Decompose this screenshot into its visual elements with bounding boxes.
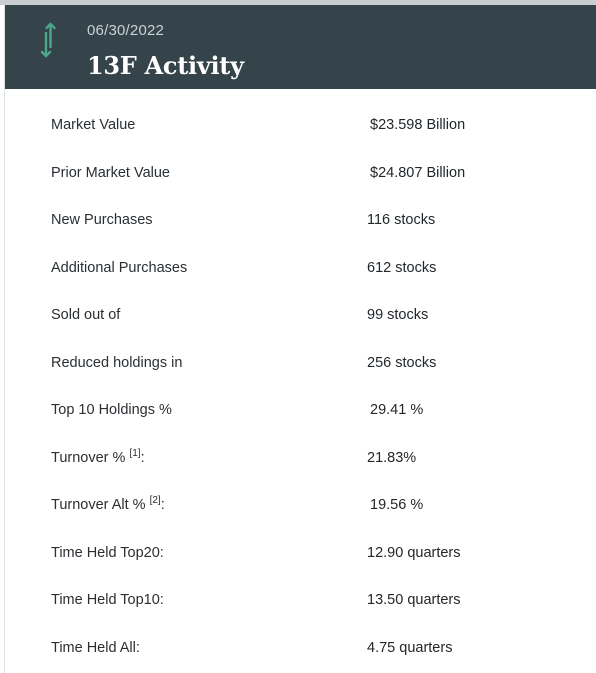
row-label: Reduced holdings in: [51, 354, 183, 371]
card-header: 06/30/2022 13F Activity: [5, 5, 596, 89]
row-top10-holdings: Top 10 Holdings % 29.41 %: [5, 388, 596, 436]
row-value: 612 stocks: [367, 259, 437, 276]
row-value: 13.50 quarters: [367, 592, 461, 608]
row-turnover-alt: Turnover Alt % [2]: 19.56 %: [5, 483, 596, 531]
row-label-suffix: :: [160, 497, 165, 513]
report-date: 06/30/2022: [87, 22, 165, 39]
row-label-text: Turnover %: [51, 449, 126, 466]
row-label: Time Held Top20:: [51, 544, 164, 561]
row-additional-purchases: Additional Purchases 612 stocks: [5, 246, 596, 294]
row-time-held-top20: Time Held Top20: 12.90 quarters: [5, 531, 596, 579]
row-sold-out: Sold out of 99 stocks: [5, 293, 596, 341]
row-label: New Purchases: [51, 212, 153, 228]
row-label: Top 10 Holdings %: [51, 402, 172, 418]
footnote-link-1[interactable]: [1]: [129, 447, 141, 459]
row-label: Turnover Alt % [2]:: [51, 495, 165, 514]
row-value: 29.41 %: [370, 402, 424, 418]
row-turnover: Turnover % [1]: 21.83%: [5, 436, 596, 484]
row-new-purchases: New Purchases 116 stocks: [5, 198, 596, 246]
row-reduced-holdings: Reduced holdings in 256 stocks: [5, 341, 596, 389]
row-value: $23.598 Billion: [370, 117, 466, 133]
row-label: Market Value: [51, 117, 136, 133]
row-value: 12.90 quarters: [367, 544, 461, 561]
row-prior-market-value: Prior Market Value $24.807 Billion: [5, 151, 596, 199]
row-label: Time Held All:: [51, 639, 140, 656]
row-value: 21.83%: [367, 449, 417, 466]
card-title: 13F Activity: [87, 51, 244, 80]
row-label: Additional Purchases: [51, 259, 188, 276]
row-market-value: Market Value $23.598 Billion: [5, 103, 596, 151]
top-divider: [0, 0, 596, 5]
row-label-suffix: :: [140, 449, 145, 466]
row-value: $24.807 Billion: [370, 164, 466, 181]
row-value: 4.75 quarters: [367, 639, 453, 656]
footnote-link-2[interactable]: [2]: [149, 495, 161, 506]
row-time-held-top10: Time Held Top10: 13.50 quarters: [5, 578, 596, 626]
row-value: 19.56 %: [370, 497, 424, 513]
row-value: 256 stocks: [367, 354, 437, 371]
row-value: 99 stocks: [367, 307, 429, 323]
up-down-arrows-icon: [40, 22, 56, 58]
row-label: Time Held Top10:: [51, 592, 164, 608]
row-value: 116 stocks: [367, 212, 436, 228]
activity-card: 06/30/2022 13F Activity Market Value $23…: [4, 5, 596, 673]
row-label-text: Turnover Alt %: [51, 497, 146, 513]
activity-list: Market Value $23.598 Billion Prior Marke…: [5, 103, 596, 673]
row-label: Turnover % [1]:: [51, 447, 145, 466]
row-time-held-all: Time Held All: 4.75 quarters: [5, 626, 596, 673]
row-label: Prior Market Value: [51, 164, 170, 181]
row-label: Sold out of: [51, 307, 121, 323]
